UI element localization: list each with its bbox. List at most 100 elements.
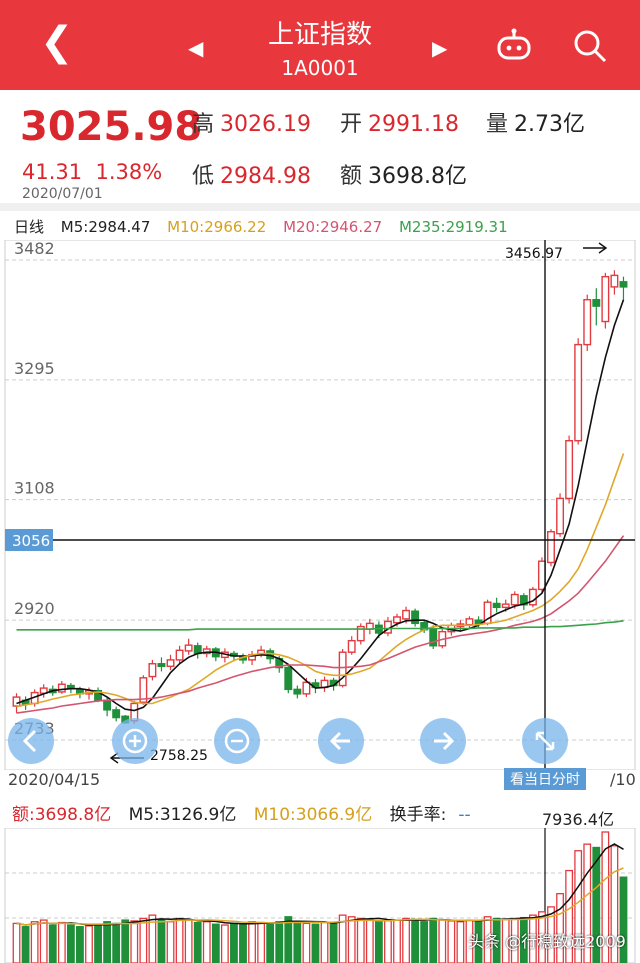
candle [184, 644, 193, 652]
volume-bar [293, 921, 302, 963]
ma-line-m10 [16, 453, 625, 708]
candle [175, 649, 184, 661]
volume-bar [12, 922, 21, 963]
volume-bar [538, 911, 546, 963]
volume-bar [302, 922, 311, 963]
candle [537, 560, 546, 591]
volume-bar [338, 914, 347, 963]
crosshair-price: 3056 [12, 532, 50, 550]
volume-bar [112, 922, 121, 963]
prev-stock-icon[interactable]: ◀ [188, 36, 204, 60]
ma20-legend: M20:2946.27 [283, 218, 383, 236]
candlestick-chart[interactable]: 34823295310829202733 3056 3456.97 2758.2… [0, 240, 640, 770]
candle [157, 663, 166, 668]
volume-bar [248, 921, 256, 963]
zoom-in-icon [122, 728, 148, 754]
volume-bar [284, 916, 293, 963]
zoom-out-button[interactable] [214, 718, 260, 764]
volume-m5: M5:3126.9亿 [128, 805, 237, 825]
volume-bar [592, 846, 601, 963]
start-date: 2020/04/15 [8, 770, 101, 789]
volume-bar [402, 917, 410, 963]
volume-bar [157, 919, 166, 963]
volume-bar [547, 906, 555, 963]
volume-bar [347, 916, 356, 963]
volume-bar [411, 918, 420, 963]
next-stock-icon[interactable]: ▶ [432, 36, 448, 60]
volume-bar [275, 921, 284, 963]
candle [103, 699, 112, 711]
volume-bar [393, 919, 401, 963]
volume-bar [483, 916, 492, 963]
volume-bar [21, 926, 30, 963]
volume-stat: 量 2.73亿 [486, 106, 585, 138]
arrow-left-icon [329, 731, 350, 751]
candle [619, 281, 628, 288]
candle [411, 610, 420, 625]
volume-bar [121, 919, 130, 963]
volume-bar [76, 926, 84, 963]
candle [166, 659, 175, 668]
candle [293, 688, 302, 695]
volume-bar [175, 917, 184, 963]
scroll-left-button[interactable] [8, 718, 54, 764]
volume-bar [130, 920, 139, 963]
open-value: 2991.18 [368, 112, 459, 137]
volume-bar [193, 921, 202, 963]
candle [202, 648, 211, 655]
high-label: 高 [192, 112, 215, 137]
stock-title: 上证指数 [267, 20, 372, 50]
ma-line-m20 [16, 535, 625, 714]
ma235-legend: M235:2919.31 [398, 218, 508, 236]
pan-left-button[interactable] [318, 718, 364, 764]
volume-bar [583, 843, 592, 963]
volume-bar [374, 921, 383, 963]
candle [112, 709, 121, 719]
ma10-legend: M10:2966.22 [167, 218, 267, 236]
crosshair-price-tag [5, 529, 53, 551]
last-price: 3025.98 [20, 104, 203, 150]
search-icon[interactable] [572, 28, 608, 64]
amount-label: 额 [340, 164, 363, 189]
intraday-button[interactable]: 看当日分时 [504, 768, 586, 790]
volume-bar [456, 921, 465, 963]
candle [57, 683, 66, 693]
watermark: 头条 @行稳致远2009 [468, 932, 626, 951]
zoom-in-button[interactable] [112, 718, 158, 764]
volume-bar [311, 923, 320, 963]
y-tick-label: 2920 [14, 599, 55, 618]
volume-bar [166, 921, 175, 963]
volume-bar [420, 921, 429, 963]
y-tick-label: 3108 [14, 479, 55, 498]
amount-value: 3698.8亿 [368, 164, 467, 189]
candle [402, 609, 411, 620]
back-icon[interactable]: ❮ [40, 19, 74, 65]
price-change: 41.31 1.38% [22, 160, 162, 184]
open-label: 开 [340, 112, 363, 137]
candle [601, 275, 610, 323]
period-label[interactable]: 日线 [14, 218, 45, 236]
y-tick-label: 3482 [14, 240, 55, 258]
high-value: 3026.19 [220, 112, 311, 137]
low-value: 2984.98 [220, 164, 311, 189]
open-stat: 开 2991.18 [340, 106, 459, 138]
candle [583, 299, 592, 346]
volume-bar [239, 923, 247, 963]
robot-assistant-icon[interactable] [496, 28, 532, 62]
fullscreen-button[interactable] [522, 718, 568, 764]
ma-line-m235 [16, 620, 624, 631]
candle [547, 531, 555, 564]
candle [574, 343, 583, 442]
pan-right-button[interactable] [420, 718, 466, 764]
volume-bar [528, 914, 537, 963]
change-percent: 1.38% [95, 160, 163, 184]
low-label: 低 [192, 164, 215, 189]
change-value: 41.31 [22, 160, 83, 184]
volume-chart[interactable] [0, 828, 640, 963]
volume-legend: 额:3698.8亿 M5:3126.9亿 M10:3066.9亿 换手率: -- [12, 800, 495, 825]
volume-bar [266, 922, 275, 963]
volume-m10: M10:3066.9亿 [253, 805, 373, 825]
volume-bar [384, 920, 392, 963]
volume-bar [429, 917, 438, 963]
turnover-value: -- [458, 805, 471, 825]
